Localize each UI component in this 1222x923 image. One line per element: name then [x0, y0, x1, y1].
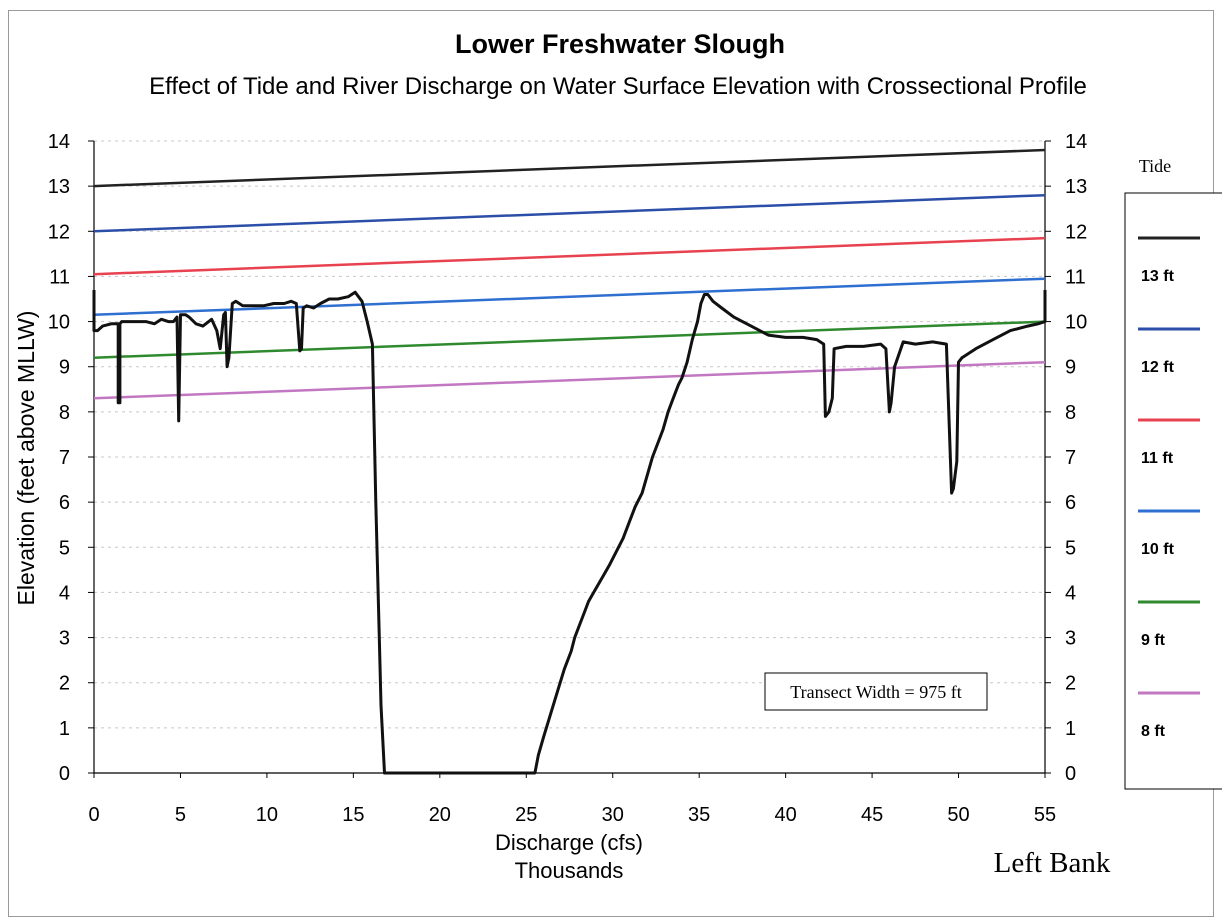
- y-tick-label-left: 5: [59, 537, 70, 559]
- axes: [88, 140, 1051, 778]
- chart-subtitle: Effect of Tide and River Discharge on Wa…: [149, 73, 1087, 100]
- x-axis-units-label: Thousands: [515, 858, 624, 883]
- x-tick-label: 55: [1034, 804, 1056, 826]
- y-tick-label-left: 10: [48, 312, 70, 334]
- x-tick-label: 0: [88, 804, 99, 826]
- x-tick-label: 45: [861, 804, 883, 826]
- y-tick-label-left: 9: [59, 357, 70, 379]
- legend-box: [1124, 192, 1222, 790]
- y-tick-label-left: 1: [59, 718, 70, 740]
- legend-label: 13 ft: [1141, 268, 1175, 285]
- x-tick-label: 40: [775, 804, 797, 826]
- x-tick-label: 10: [256, 804, 278, 826]
- y-tick-label-left: 2: [59, 673, 70, 695]
- y-tick-label-right: 12: [1065, 221, 1087, 243]
- profile-line: [92, 290, 1047, 775]
- x-tick-label: 20: [429, 804, 451, 826]
- y-tick-label-right: 13: [1065, 176, 1087, 198]
- y-tick-label-right: 3: [1065, 628, 1076, 650]
- y-tick-label-left: 13: [48, 176, 70, 198]
- y-tick-label-right: 4: [1065, 582, 1076, 604]
- y-tick-label-left: 11: [49, 266, 70, 288]
- y-tick-label-left: 0: [59, 763, 70, 785]
- x-tick-label: 35: [688, 804, 710, 826]
- tide-line-12-ft: [93, 193, 1046, 233]
- gridlines: [94, 140, 1045, 729]
- x-tick-label: 5: [175, 804, 186, 826]
- legend-label: 10 ft: [1141, 541, 1175, 558]
- y-tick-label-right: 5: [1065, 537, 1076, 559]
- tide-line-10-ft: [93, 277, 1046, 317]
- y-tick-label-left: 12: [48, 221, 70, 243]
- tide-line-9-ft: [93, 320, 1046, 359]
- y-tick-label-right: 0: [1065, 763, 1076, 785]
- cross-section-profile: [92, 290, 1047, 775]
- corner-label: Left Bank: [994, 847, 1111, 879]
- chart-title: Lower Freshwater Slough: [455, 29, 785, 59]
- y-tick-label-right: 9: [1065, 357, 1076, 379]
- y-tick-label-right: 7: [1065, 447, 1076, 469]
- y-tick-label-right: 8: [1065, 402, 1076, 424]
- y-tick-label-left: 3: [59, 628, 70, 650]
- annotation-box: [764, 672, 988, 711]
- y-tick-label-right: 11: [1065, 266, 1086, 288]
- legend-label: 9 ft: [1141, 632, 1166, 649]
- x-tick-label: 50: [947, 804, 969, 826]
- y-axis-label: Elevation (feet above MLLW): [13, 311, 39, 606]
- tide-line-13-ft: [93, 148, 1046, 188]
- y-tick-label-left: 4: [59, 582, 70, 604]
- tide-line-11-ft: [93, 236, 1046, 276]
- legend: 13 ft 12 ft 11 ft 10 ft 9 ft 8 ft: [1138, 236, 1200, 740]
- annotation-text: Transect Width = 975 ft: [790, 682, 961, 702]
- tide-series: [93, 148, 1046, 400]
- y-tick-label-right: 14: [1065, 131, 1087, 153]
- x-axis-label: Discharge (cfs): [495, 830, 643, 855]
- y-tick-label-right: 1: [1065, 718, 1076, 740]
- x-tick-label: 15: [342, 804, 364, 826]
- x-tick-label: 30: [602, 804, 624, 826]
- y-tick-label-left: 14: [48, 131, 70, 153]
- y-tick-label-right: 2: [1065, 673, 1076, 695]
- chart-frame: [8, 10, 1214, 917]
- x-tick-label: 25: [515, 804, 537, 826]
- legend-label: 12 ft: [1141, 359, 1175, 376]
- y-tick-label-right: 6: [1065, 492, 1076, 514]
- tide-line-8-ft: [93, 360, 1046, 400]
- y-tick-label-left: 8: [59, 402, 70, 424]
- legend-label: 11 ft: [1141, 450, 1174, 467]
- y-tick-label-right: 10: [1065, 312, 1087, 334]
- legend-title: Tide: [1139, 156, 1171, 176]
- y-tick-label-left: 7: [59, 447, 70, 469]
- legend-label: 8 ft: [1141, 723, 1166, 740]
- y-tick-label-left: 6: [59, 492, 70, 514]
